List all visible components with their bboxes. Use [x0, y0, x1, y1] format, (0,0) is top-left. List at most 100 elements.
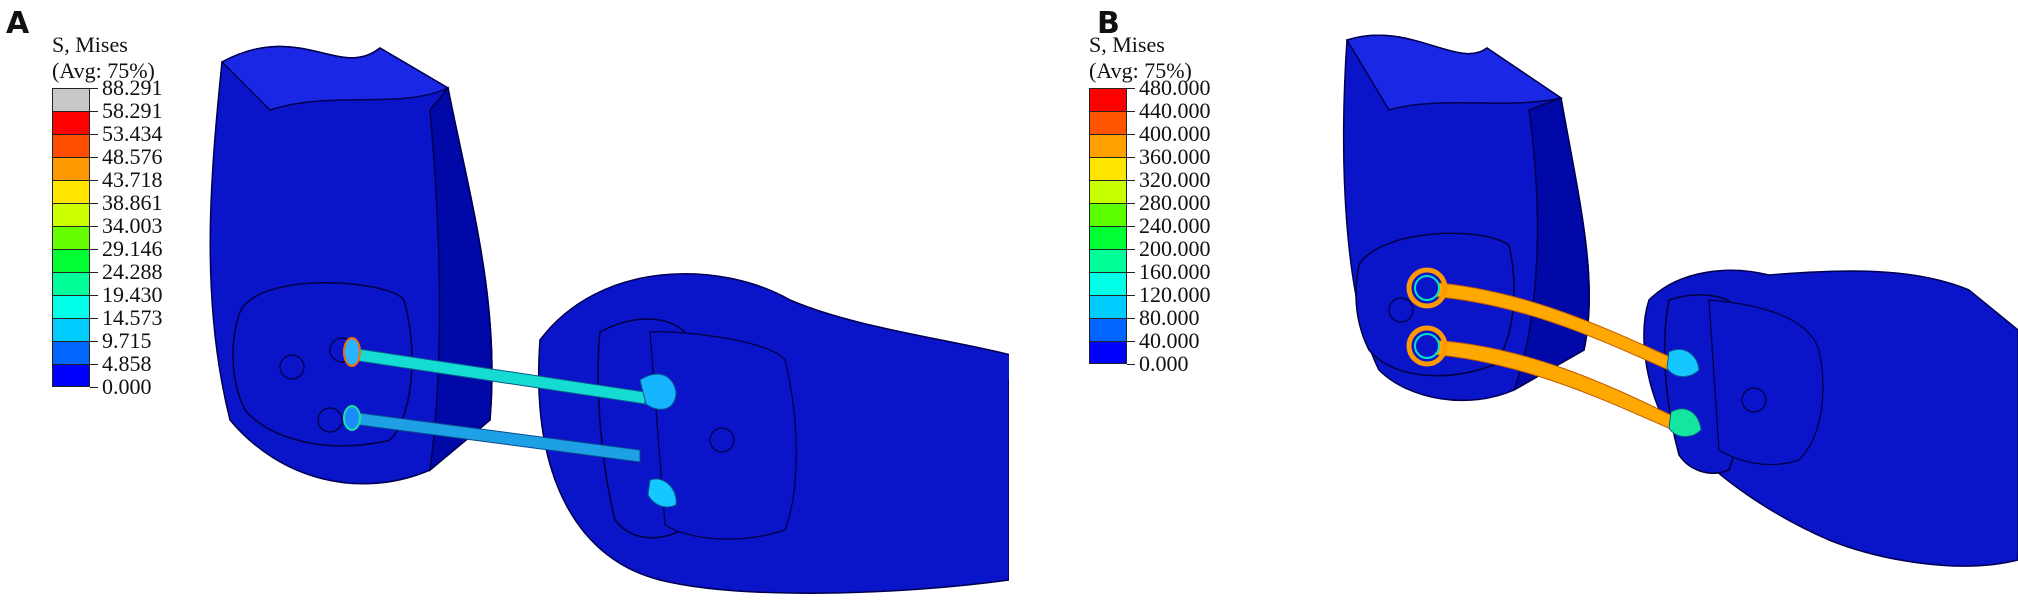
colorbar-tick-a	[90, 88, 98, 89]
colorbar-tick-b	[1127, 364, 1135, 365]
colorbar-tick-b	[1127, 180, 1135, 181]
colorbar-swatch-b	[1089, 295, 1127, 318]
colorbar-swatch-b	[1089, 226, 1127, 249]
colorbar-tick-label-b: 440.000	[1139, 98, 1211, 123]
colorbar-swatch-b	[1089, 180, 1127, 203]
colorbar-swatch-b	[1089, 111, 1127, 134]
colorbar-swatch-a	[52, 341, 90, 364]
colorbar-tick-label-a: 43.718	[102, 167, 163, 192]
colorbar-tick-a	[90, 249, 98, 250]
colorbar-tick-a	[90, 157, 98, 158]
colorbar-tick-label-a: 24.288	[102, 259, 163, 284]
panel-label-b: B	[1097, 6, 1120, 41]
colorbar-tick-b	[1127, 272, 1135, 273]
colorbar-swatch-b	[1089, 272, 1127, 295]
distal-bone-block-a	[538, 273, 1009, 594]
colorbar-swatch-a	[52, 180, 90, 203]
colorbar-swatch-b	[1089, 203, 1127, 226]
fe-model-b	[1342, 34, 2018, 567]
colorbar-swatch-a	[52, 364, 90, 387]
colorbar-tick-label-a: 19.430	[102, 282, 163, 307]
screw-lower-a	[343, 405, 677, 508]
legend-title-b: S, Mises	[1089, 32, 1165, 57]
distal-bone-block-b	[1643, 269, 2018, 567]
legend-subtitle-a: (Avg: 75%)	[52, 58, 155, 83]
colorbar-tick-b	[1127, 157, 1135, 158]
colorbar-tick-label-b: 280.000	[1139, 190, 1211, 215]
colorbar-tick-b	[1127, 226, 1135, 227]
colorbar-tick-b	[1127, 295, 1135, 296]
legend-title-a: S, Mises	[52, 32, 128, 57]
colorbar-tick-label-b: 40.000	[1139, 328, 1200, 353]
colorbar-tick-label-a: 9.715	[102, 328, 152, 353]
colorbar-swatch-b	[1089, 341, 1127, 364]
colorbar-tick-label-a: 14.573	[102, 305, 163, 330]
colorbar-tick-a	[90, 272, 98, 273]
stress-legend-b: S, Mises (Avg: 75%) 480.000 440.000 400.00…	[1089, 32, 1249, 376]
panel-a: A S, Mises	[6, 6, 1009, 594]
colorbar-swatch-a	[52, 295, 90, 318]
stress-legend-a: S, Mises (Avg: 75%) 88.291 58.291 53.434 48…	[52, 32, 212, 399]
colorbar-tick-b	[1127, 203, 1135, 204]
colorbar-tick-a	[90, 226, 98, 227]
colorbar-tick-a	[90, 180, 98, 181]
colorbar-tick-b	[1127, 134, 1135, 135]
colorbar-swatch-a	[52, 249, 90, 272]
colorbar-tick-b	[1127, 249, 1135, 250]
colorbar-a: 88.291 58.291 53.434 48.576 43.718 38.861 34.0…	[52, 77, 212, 399]
colorbar-tick-a	[90, 364, 98, 365]
colorbar-tick-label-a: 0.000	[102, 374, 152, 399]
fe-model-a	[209, 45, 1009, 594]
colorbar-b: 480.000 440.000 400.000 360.000 320.000 280.0…	[1089, 77, 1249, 376]
colorbar-swatch-b	[1089, 249, 1127, 272]
colorbar-swatch-a	[52, 157, 90, 180]
proximal-bone-block-a	[209, 45, 493, 485]
colorbar-tick-label-b: 80.000	[1139, 305, 1200, 330]
colorbar-swatch-a	[52, 111, 90, 134]
colorbar-swatch-b	[1089, 88, 1127, 111]
colorbar-tick-label-b: 200.000	[1139, 236, 1211, 261]
colorbar-tick-b	[1127, 88, 1135, 89]
colorbar-swatch-b	[1089, 157, 1127, 180]
colorbar-tick-label-b: 480.000	[1139, 75, 1211, 100]
colorbar-tick-b	[1127, 111, 1135, 112]
colorbar-tick-label-b: 360.000	[1139, 144, 1211, 169]
colorbar-tick-label-a: 48.576	[102, 144, 163, 169]
colorbar-tick-label-b: 160.000	[1139, 259, 1211, 284]
colorbar-swatch-a	[52, 272, 90, 295]
colorbar-tick-a	[90, 341, 98, 342]
colorbar-tick-a	[90, 134, 98, 135]
screw-upper-b	[1406, 267, 1700, 377]
colorbar-tick-a	[90, 318, 98, 319]
colorbar-tick-label-a: 58.291	[102, 98, 163, 123]
colorbar-tick-label-a: 53.434	[102, 121, 163, 146]
colorbar-tick-label-b: 400.000	[1139, 121, 1211, 146]
colorbar-tick-label-b: 120.000	[1139, 282, 1211, 307]
colorbar-swatch-a	[52, 318, 90, 341]
colorbar-tick-a	[90, 111, 98, 112]
panel-label-a: A	[6, 6, 30, 41]
colorbar-swatch-a	[52, 134, 90, 157]
screw-upper-a	[343, 337, 677, 410]
colorbar-tick-label-a: 34.003	[102, 213, 163, 238]
screw-lower-b	[1406, 325, 1702, 437]
colorbar-tick-label-a: 4.858	[102, 351, 152, 376]
colorbar-swatch-b	[1089, 318, 1127, 341]
colorbar-tick-label-a: 29.146	[102, 236, 163, 261]
colorbar-tick-label-b: 0.000	[1139, 351, 1189, 376]
legend-subtitle-b: (Avg: 75%)	[1089, 58, 1192, 83]
colorbar-swatch-b	[1089, 134, 1127, 157]
colorbar-tick-b	[1127, 318, 1135, 319]
colorbar-tick-a	[90, 295, 98, 296]
colorbar-swatch-a	[52, 203, 90, 226]
panel-b: B S, Mises	[1009, 0, 2018, 604]
colorbar-tick-b	[1127, 341, 1135, 342]
colorbar-tick-label-b: 240.000	[1139, 213, 1211, 238]
colorbar-tick-label-a: 88.291	[102, 75, 163, 100]
colorbar-swatch-a	[52, 88, 90, 111]
colorbar-tick-a	[90, 203, 98, 204]
colorbar-tick-label-a: 38.861	[102, 190, 163, 215]
colorbar-tick-a	[90, 387, 98, 388]
colorbar-tick-label-b: 320.000	[1139, 167, 1211, 192]
colorbar-swatch-a	[52, 226, 90, 249]
